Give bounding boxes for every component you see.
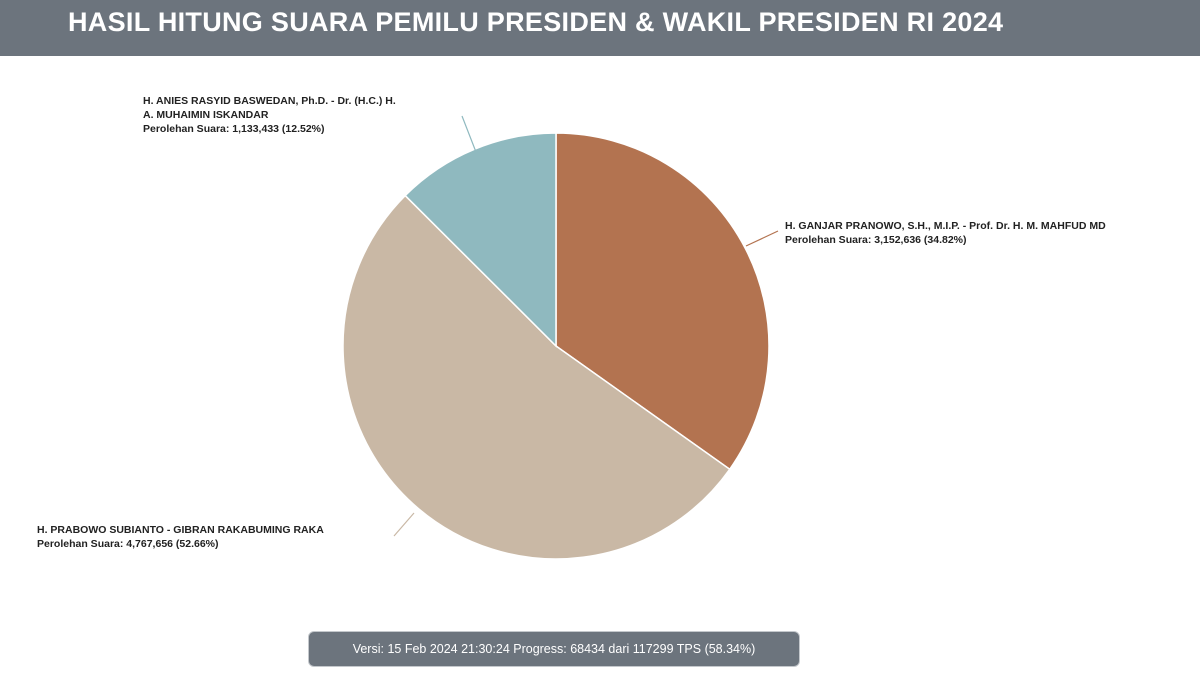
slice-label-name-ganjar: H. GANJAR PRANOWO, S.H., M.I.P. - Prof. … xyxy=(785,220,1106,232)
page-title: HASIL HITUNG SUARA PEMILU PRESIDEN & WAK… xyxy=(68,7,1004,37)
slice-label-votes-anies: Perolehan Suara: 1,133,433 (12.52%) xyxy=(143,123,325,135)
slice-labels: H. GANJAR PRANOWO, S.H., M.I.P. - Prof. … xyxy=(37,95,1106,550)
slice-label-name-anies: H. ANIES RASYID BASWEDAN, Ph.D. - Dr. (H… xyxy=(143,95,396,107)
title-bar: HASIL HITUNG SUARA PEMILU PRESIDEN & WAK… xyxy=(0,0,1200,56)
status-badge: Versi: 15 Feb 2024 21:30:24 Progress: 68… xyxy=(308,631,800,667)
leader-line-ganjar xyxy=(745,230,779,247)
slice-label-name-prabowo: H. PRABOWO SUBIANTO - GIBRAN RAKABUMING … xyxy=(37,524,324,536)
leader-lines xyxy=(393,115,779,537)
leader-line-anies xyxy=(461,115,477,153)
pie-slices xyxy=(342,132,770,560)
slice-label-votes-ganjar: Perolehan Suara: 3,152,636 (34.82%) xyxy=(785,234,967,246)
pie-slice-prabowo xyxy=(342,194,731,560)
slice-label-votes-prabowo: Perolehan Suara: 4,767,656 (52.66%) xyxy=(37,538,219,550)
pie-slice-ganjar xyxy=(555,132,770,471)
leader-line-prabowo xyxy=(393,512,415,537)
slice-label-name-anies: A. MUHAIMIN ISKANDAR xyxy=(143,109,269,121)
